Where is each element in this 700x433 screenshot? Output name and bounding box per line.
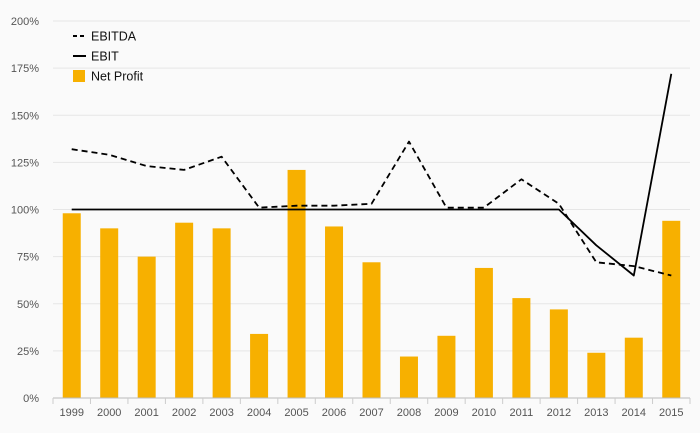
x-tick-label: 2004 xyxy=(247,407,271,419)
x-tick-label: 2010 xyxy=(472,407,496,419)
y-tick-label: 100% xyxy=(11,205,39,217)
line-ebitda xyxy=(71,140,672,277)
y-tick-label: 200% xyxy=(11,16,39,28)
bar-net-profit xyxy=(100,228,119,398)
x-tick-label: 1999 xyxy=(59,407,83,419)
bars xyxy=(62,169,681,398)
bar-net-profit xyxy=(512,298,531,398)
bar-net-profit xyxy=(175,222,194,398)
bar-net-profit xyxy=(212,228,231,398)
bar-net-profit xyxy=(287,169,306,398)
bar-net-profit xyxy=(437,335,456,398)
line-ebit xyxy=(71,73,673,277)
x-tick-label: 2006 xyxy=(322,407,346,419)
y-axis: 0% 25% 50% 75% 100% 125% 150% 175% 200% xyxy=(11,16,39,405)
bar-net-profit xyxy=(250,333,269,398)
y-tick-label: 25% xyxy=(17,346,39,358)
y-tick-label: 50% xyxy=(17,299,39,311)
x-tick-label: 2012 xyxy=(547,407,571,419)
bar-net-profit xyxy=(399,356,418,398)
x-tick-label: 2014 xyxy=(622,407,646,419)
y-tick-label: 175% xyxy=(11,63,39,75)
x-tick-label: 2002 xyxy=(172,407,196,419)
bar-net-profit xyxy=(62,213,81,398)
x-tick-label: 2000 xyxy=(97,407,121,419)
series-lines xyxy=(71,73,673,277)
y-tick-label: 0% xyxy=(23,393,39,405)
bar-net-profit xyxy=(362,262,381,398)
bar-net-profit xyxy=(325,226,344,398)
bar-net-profit xyxy=(137,256,156,398)
x-tick-label: 2008 xyxy=(397,407,421,419)
x-tick-label: 2015 xyxy=(659,407,683,419)
bar-net-profit xyxy=(662,220,681,398)
legend-label: EBIT xyxy=(91,50,119,64)
x-tick-label: 2001 xyxy=(134,407,158,419)
legend-label: EBITDA xyxy=(91,30,137,44)
bar-net-profit xyxy=(474,267,493,398)
legend-label: Net Profit xyxy=(91,70,144,84)
legend-swatch-net-profit xyxy=(73,70,85,82)
x-tick-label: 2013 xyxy=(584,407,608,419)
x-tick-label: 2011 xyxy=(510,407,534,419)
y-tick-label: 125% xyxy=(11,157,39,169)
x-tick-label: 2003 xyxy=(209,407,233,419)
y-tick-label: 150% xyxy=(11,110,39,122)
x-tick-label: 2007 xyxy=(359,407,383,419)
y-tick-label: 75% xyxy=(17,252,39,264)
x-axis: 1999 2000 2001 2002 2003 2004 2005 2006 2007 2008… xyxy=(52,397,691,419)
bar-net-profit xyxy=(549,309,568,398)
x-tick-label: 2005 xyxy=(284,407,308,419)
bar-net-profit xyxy=(624,337,643,398)
bar-net-profit xyxy=(587,352,606,398)
x-tick-label: 2009 xyxy=(434,407,458,419)
legend: EBITDA EBIT Net Profit xyxy=(73,30,144,84)
